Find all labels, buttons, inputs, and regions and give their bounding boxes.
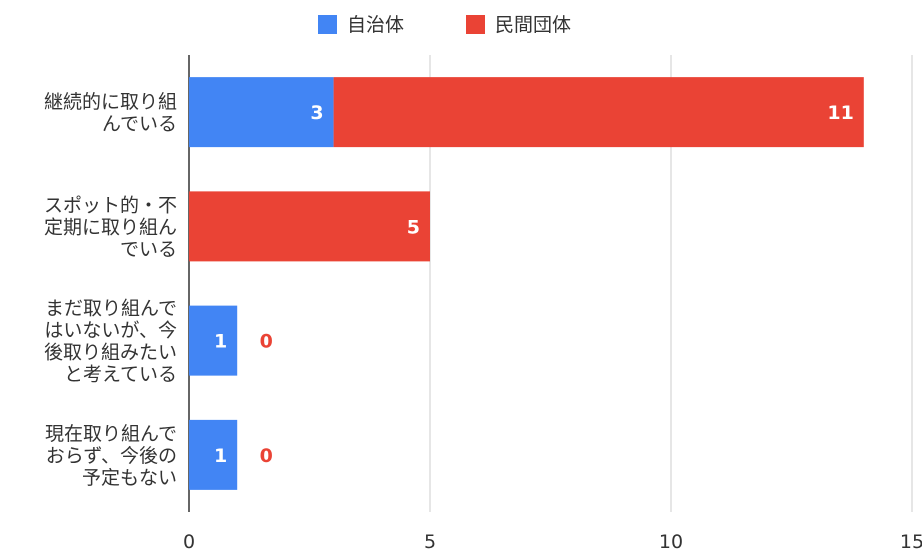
bar-segment bbox=[189, 77, 334, 148]
category-label-line: と考えている bbox=[64, 364, 177, 386]
x-tick-label: 15 bbox=[900, 531, 922, 553]
x-axis-ticks: 0 5 10 15 bbox=[183, 531, 922, 553]
category-label-line: 現在取り組んで bbox=[45, 423, 177, 445]
legend-swatch-1 bbox=[318, 15, 337, 34]
data-label: 0 bbox=[260, 331, 273, 353]
data-label: 1 bbox=[214, 331, 227, 353]
legend: 自治体 民間団体 bbox=[318, 14, 571, 36]
legend-swatch-2 bbox=[466, 15, 485, 34]
category-label-line: まだ取り組んで bbox=[45, 298, 177, 320]
data-label: 5 bbox=[407, 216, 420, 238]
category-label-line: んでいる bbox=[102, 113, 177, 135]
category-label-line: スポット的・不 bbox=[44, 194, 177, 216]
x-tick-label: 10 bbox=[659, 531, 683, 553]
data-label: 11 bbox=[827, 102, 853, 124]
bar-segment bbox=[189, 419, 238, 490]
category-label-line: 定期に取り組ん bbox=[44, 216, 177, 238]
category-label-line: 予定もない bbox=[82, 467, 177, 489]
legend-label-1: 自治体 bbox=[347, 14, 404, 36]
category-label-line: でいる bbox=[120, 238, 177, 260]
bar-segment bbox=[189, 191, 430, 262]
category-label-line: おらず、今後の bbox=[46, 445, 177, 467]
category-label-line: 後取り組みたい bbox=[44, 342, 177, 364]
bar-segment bbox=[333, 77, 864, 148]
bars: 311051010 bbox=[189, 77, 864, 490]
x-tick-label: 0 bbox=[183, 531, 195, 553]
data-label: 3 bbox=[310, 102, 323, 124]
x-tick-label: 5 bbox=[424, 531, 436, 553]
category-labels: 継続的に取り組んでいるスポット的・不定期に取り組んでいるまだ取り組んではいないが… bbox=[44, 91, 177, 489]
category-label-line: 継続的に取り組 bbox=[44, 91, 177, 113]
data-label: 0 bbox=[260, 445, 273, 467]
category-label-line: はいないが、今 bbox=[44, 320, 177, 342]
legend-label-2: 民間団体 bbox=[495, 14, 571, 36]
data-label: 1 bbox=[214, 445, 227, 467]
bar-segment bbox=[189, 305, 238, 376]
